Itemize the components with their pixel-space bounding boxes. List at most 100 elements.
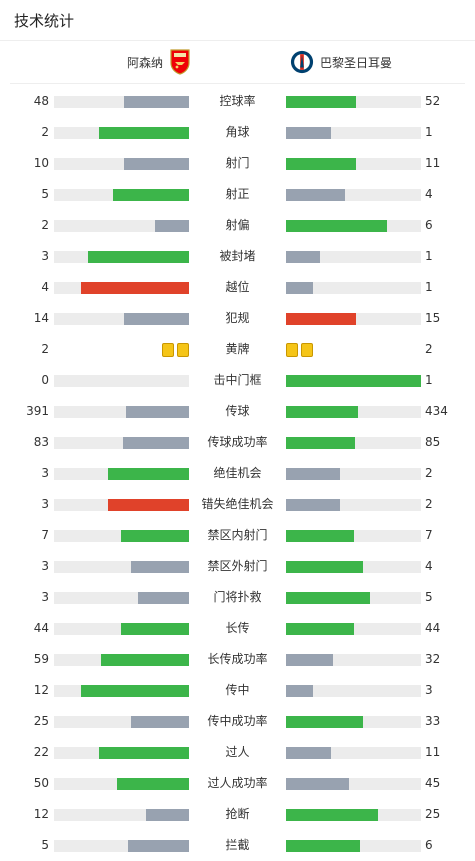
away-stat-value: 7 — [425, 528, 433, 542]
teams-header: 阿森纳 巴黎圣日耳曼 — [10, 41, 465, 84]
away-stat-bar — [286, 96, 356, 108]
away-stat-value: 1 — [425, 125, 433, 139]
away-stat-value: 45 — [425, 776, 441, 790]
away-stat-bar-track — [286, 654, 421, 666]
home-stat-bar-track — [54, 685, 189, 697]
home-stat-bar — [117, 778, 189, 790]
home-stat-bar — [108, 499, 189, 511]
home-stat-bar — [108, 468, 189, 480]
stat-label: 传球成功率 — [207, 435, 268, 449]
home-stat-bar — [131, 561, 189, 573]
away-team-name: 巴黎圣日耳曼 — [320, 55, 393, 70]
away-stat-value: 1 — [425, 249, 433, 263]
home-stat-value: 83 — [33, 435, 49, 449]
home-stat-value: 44 — [33, 621, 49, 635]
away-stat-value: 4 — [425, 187, 433, 201]
stat-row: 25 传中成功率 33 — [0, 706, 475, 737]
away-stat-bar-track — [286, 313, 421, 325]
home-stat-value: 25 — [33, 714, 49, 728]
home-stat-bar-track — [54, 251, 189, 263]
stat-label: 射偏 — [225, 218, 250, 232]
away-stat-value: 2 — [425, 466, 433, 480]
stat-label: 射正 — [225, 187, 250, 201]
stat-label: 射门 — [225, 156, 250, 170]
home-stat-bar — [101, 654, 189, 666]
home-stat-value: 12 — [33, 683, 49, 697]
stat-row: 59 长传成功率 32 — [0, 644, 475, 675]
away-stat-value: 85 — [425, 435, 441, 449]
stat-row: 0 击中门框 1 — [0, 365, 475, 396]
stat-row: 3 门将扑救 5 — [0, 582, 475, 613]
yellow-card-icon — [177, 343, 189, 357]
home-stat-bar — [99, 127, 189, 139]
stat-label: 控球率 — [219, 94, 256, 108]
stat-row: 3 错失绝佳机会 2 — [0, 489, 475, 520]
away-stat-bar-track — [286, 375, 421, 387]
away-stat-value: 2 — [425, 342, 433, 356]
home-stat-value: 3 — [41, 466, 49, 480]
away-stat-bar-track — [286, 747, 421, 759]
page-title: 技术统计 — [0, 0, 475, 41]
stat-row: 10 射门 11 — [0, 148, 475, 179]
away-stat-value: 33 — [425, 714, 441, 728]
home-stat-bar-track — [54, 778, 189, 790]
stat-label: 禁区外射门 — [207, 559, 268, 573]
away-stat-bar — [286, 654, 333, 666]
home-stat-value: 50 — [33, 776, 49, 790]
away-stat-bar-track — [286, 282, 421, 294]
away-stat-value: 434 — [425, 404, 448, 418]
stat-row: 7 禁区内射门 7 — [0, 520, 475, 551]
yellow-card-icon — [286, 343, 298, 357]
away-stat-bar — [286, 251, 320, 263]
home-team: 阿森纳 — [121, 41, 191, 83]
home-stat-value: 2 — [41, 218, 49, 232]
home-stat-value: 14 — [33, 311, 49, 325]
home-stat-value: 10 — [33, 156, 49, 170]
away-stat-bar-track — [286, 840, 421, 852]
away-stat-bar — [286, 530, 354, 542]
away-stat-bar — [286, 499, 340, 511]
home-stat-bar-track — [54, 406, 189, 418]
stat-row: 2 角球 1 — [0, 117, 475, 148]
home-stat-bar-track — [54, 158, 189, 170]
away-stat-bar-track — [286, 716, 421, 728]
home-stat-bar — [126, 406, 189, 418]
away-stat-bar — [286, 747, 331, 759]
home-stat-value: 3 — [41, 559, 49, 573]
home-stat-bar — [123, 437, 189, 449]
home-stat-bar-track — [54, 747, 189, 759]
home-stat-bar-track — [54, 592, 189, 604]
away-team: 巴黎圣日耳曼 — [290, 41, 398, 83]
home-stat-bar-track — [54, 96, 189, 108]
stat-row: 83 传球成功率 85 — [0, 427, 475, 458]
stat-row: 22 过人 11 — [0, 737, 475, 768]
home-stat-value: 22 — [33, 745, 49, 759]
away-stat-bar-track — [286, 809, 421, 821]
stat-row: 14 犯规 15 — [0, 303, 475, 334]
stat-label: 击中门框 — [213, 373, 262, 387]
away-stat-bar-track — [286, 623, 421, 635]
away-stat-bar — [286, 158, 356, 170]
arsenal-crest-icon — [170, 49, 190, 75]
away-stat-bar-track — [286, 189, 421, 201]
home-stat-bar-track — [54, 313, 189, 325]
home-team-name: 阿森纳 — [126, 55, 163, 70]
yellow-card-icon — [162, 343, 174, 357]
away-stat-bar — [286, 406, 358, 418]
home-stat-bar — [121, 530, 189, 542]
home-stat-bar-track — [54, 623, 189, 635]
away-stat-bar-track — [286, 158, 421, 170]
stat-row: 3 被封堵 1 — [0, 241, 475, 272]
home-stat-bar-track — [54, 809, 189, 821]
away-stat-bar-track — [286, 778, 421, 790]
home-stat-bar-track — [54, 654, 189, 666]
away-stat-bar — [286, 592, 370, 604]
stat-label: 长传成功率 — [207, 652, 268, 666]
home-stat-value: 0 — [41, 373, 49, 387]
stat-label: 禁区内射门 — [207, 528, 268, 542]
stat-row: 4 越位 1 — [0, 272, 475, 303]
away-stat-bar — [286, 468, 340, 480]
home-stat-value: 5 — [41, 187, 49, 201]
away-stat-value: 1 — [425, 373, 433, 387]
yellow-card-icon — [301, 343, 313, 357]
